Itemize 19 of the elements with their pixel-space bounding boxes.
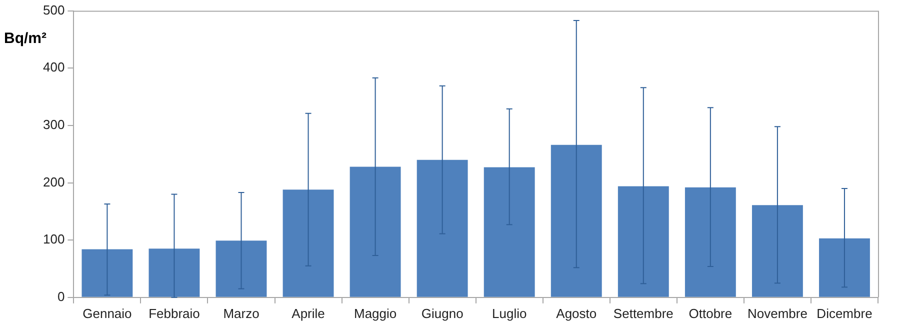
x-tick-label: Agosto <box>556 306 597 321</box>
x-tick-label: Aprile <box>292 306 325 321</box>
y-tick-label: 100 <box>42 232 65 247</box>
x-tick-label: Settembre <box>613 306 674 321</box>
x-tick-label: Dicembre <box>816 306 872 321</box>
y-tick-label: 400 <box>42 60 65 75</box>
y-tick-label: 500 <box>42 2 65 18</box>
x-tick-label: Giugno <box>421 306 464 321</box>
x-tick-label: Marzo <box>223 306 260 321</box>
x-tick-label: Novembre <box>747 306 808 321</box>
x-tick-label: Maggio <box>354 306 397 321</box>
y-tick-label: 0 <box>57 288 65 304</box>
x-tick-label: Febbraio <box>148 306 200 321</box>
y-tick-label: 300 <box>42 117 65 132</box>
x-tick-label: Ottobre <box>688 306 732 321</box>
x-tick-label: Luglio <box>492 306 527 321</box>
x-tick-label: Gennaio <box>82 306 132 321</box>
y-axis-title: Bq/m² <box>4 30 46 47</box>
y-tick-label: 200 <box>42 174 65 190</box>
